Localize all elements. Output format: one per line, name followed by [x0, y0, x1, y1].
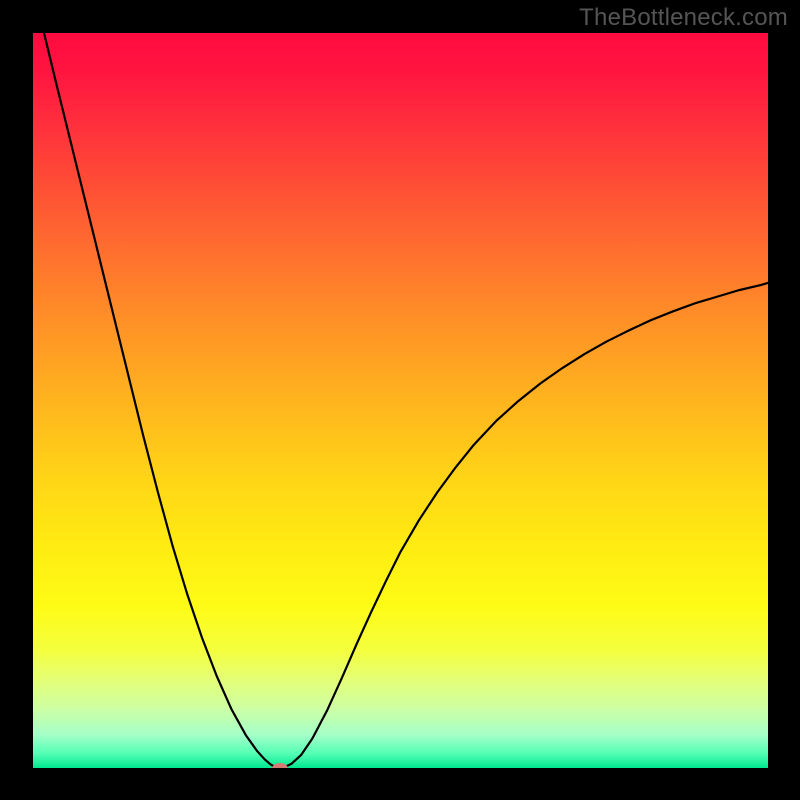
bottleneck-curve	[33, 33, 768, 768]
chart-plot-area	[33, 33, 768, 768]
watermark-text: TheBottleneck.com	[579, 4, 788, 32]
